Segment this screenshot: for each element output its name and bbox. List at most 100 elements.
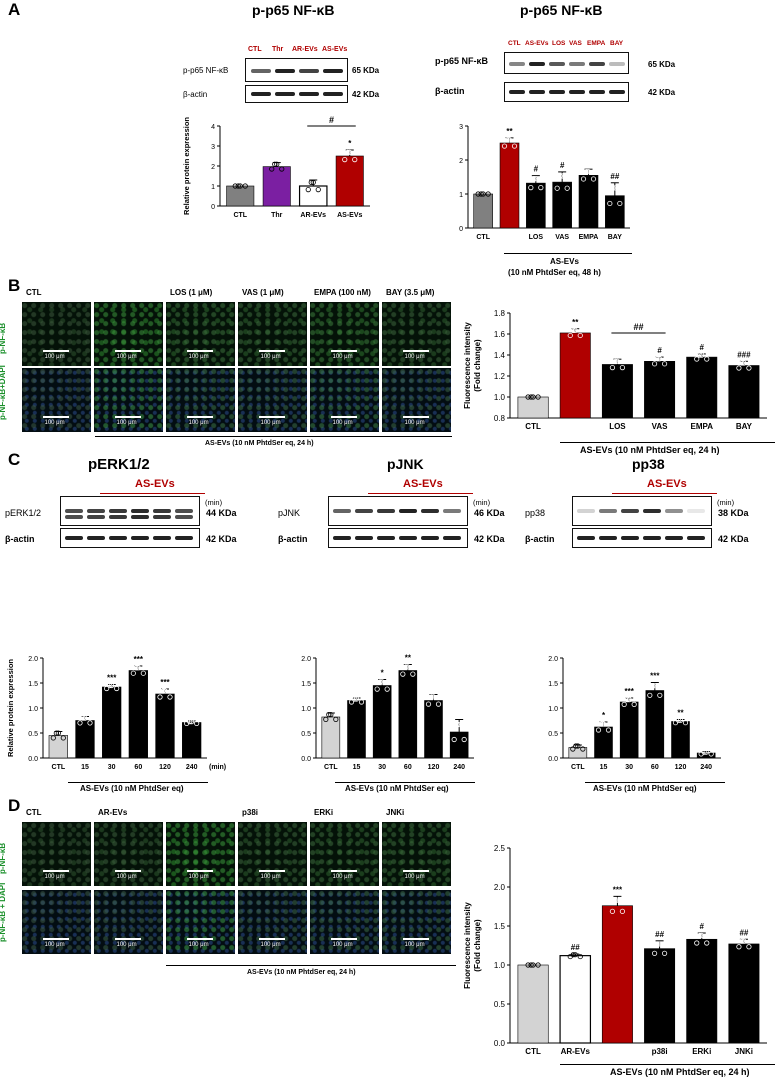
scale-bar-label: 100 μm: [404, 942, 425, 948]
group-line: [100, 493, 205, 494]
data-point: [333, 716, 339, 723]
microscopy-image-pnfkb: 100 μm: [22, 302, 91, 366]
bar: [728, 943, 760, 1044]
x-tick-label: 30: [108, 764, 116, 771]
group-label: AS-EVs (10 nM PhtdSer eq, 24 h): [247, 969, 356, 976]
data-point: [619, 364, 626, 371]
x-tick-label: CTL: [476, 234, 490, 241]
data-point: [77, 720, 83, 726]
data-point: [232, 183, 238, 189]
min-label: (min): [717, 498, 735, 507]
scale-bar: [114, 938, 141, 940]
y-axis-label: Relative protein expression: [6, 659, 15, 757]
data-point: [405, 664, 411, 670]
y-tick-label: 1.5: [494, 922, 506, 931]
data-point: [528, 962, 534, 968]
bar: [517, 964, 549, 1044]
microscopy-image-pnfkb: 100 μm: [310, 822, 379, 886]
y-tick-label: 1.2: [494, 372, 506, 381]
significance-label: ***: [613, 885, 623, 894]
data-point: [703, 749, 709, 755]
data-point: [525, 394, 531, 400]
scale-bar: [258, 350, 285, 352]
blot-row-label: pJNK: [278, 508, 301, 518]
bar: [728, 365, 760, 419]
microscopy-image-pnfkb: 100 μm: [238, 302, 307, 366]
x-tick-label: 240: [453, 764, 465, 771]
data-point: [647, 692, 653, 698]
bracket-label: #: [329, 115, 334, 125]
y-tick-label: 0.0: [28, 756, 38, 763]
x-tick-label: 240: [700, 764, 712, 771]
significance-label: **: [405, 654, 412, 663]
y-tick-label: 0.5: [494, 1000, 506, 1009]
data-point: [160, 688, 166, 694]
lane-label: AS-EVs: [322, 46, 348, 53]
x-tick-label: 15: [81, 764, 89, 771]
data-point: [55, 730, 61, 736]
data-point: [704, 356, 710, 362]
scale-bar: [114, 870, 141, 872]
data-point: [697, 352, 703, 358]
chart-perk: 0.0 0.5 1.0 1.5 2.0 Relative protein expressi…: [6, 655, 226, 771]
group-label: AS-EVs (10 nM PhtdSer eq): [593, 784, 697, 793]
data-point: [80, 715, 86, 721]
significance-label: ##: [739, 928, 748, 937]
data-point: [699, 352, 705, 358]
group-label: (10 nM PhtdSer eq, 48 h): [508, 268, 601, 277]
data-point: [353, 696, 360, 702]
bar: [645, 690, 665, 759]
data-point: [53, 730, 59, 736]
data-point: [162, 688, 168, 694]
scale-bar-label: 100 μm: [260, 942, 281, 948]
data-point: [610, 185, 616, 191]
scale-bar-label: 100 μm: [44, 874, 65, 880]
bar: [298, 185, 328, 207]
data-point: [575, 743, 581, 749]
scale-bar: [402, 416, 429, 418]
group-line: [95, 436, 452, 437]
data-point: [87, 720, 93, 726]
x-tick-label: CTL: [233, 212, 247, 219]
data-point: [347, 149, 353, 156]
x-tick-label: AR-EVs: [300, 212, 326, 219]
data-point: [573, 743, 579, 749]
bar: [619, 701, 639, 759]
group-label: AS-EVs: [550, 257, 579, 266]
x-tick-label: BAY: [736, 422, 753, 431]
min-label: (min): [205, 498, 223, 507]
blot-row-label: β-actin: [435, 86, 465, 96]
data-point: [580, 746, 586, 752]
kda-label: 65 KDa: [352, 66, 380, 75]
western-blot-phospho: [328, 496, 468, 526]
image-row-label: p-NF-κB+DAPI: [0, 365, 7, 420]
data-point: [308, 179, 314, 186]
data-point: [605, 727, 612, 733]
data-point: [567, 332, 573, 339]
image-column-label: CTL: [26, 288, 42, 297]
bar: [601, 364, 633, 419]
y-tick-label: 1.0: [548, 706, 558, 713]
lane-label: CTL: [508, 40, 521, 47]
x-tick-label: 120: [428, 764, 440, 771]
data-point: [607, 200, 613, 207]
lane-label: VAS: [569, 40, 582, 47]
scale-bar: [42, 350, 69, 352]
y-tick-label: 1.8: [494, 309, 506, 318]
data-point: [478, 191, 484, 197]
microscopy-image-pnfkb: 100 μm: [238, 822, 307, 886]
data-point: [82, 715, 88, 721]
y-tick-label: 2: [211, 164, 215, 171]
y-tick-label: 0.5: [301, 731, 311, 738]
x-tick-label: 30: [378, 764, 386, 771]
microscopy-image-pnfkb: 100 μm: [22, 822, 91, 886]
blot-title: pERK1/2: [88, 456, 150, 473]
significance-label: ##: [655, 930, 664, 939]
data-point: [403, 664, 409, 670]
x-tick-label: LOS: [609, 422, 626, 431]
microscopy-image-merge: 100 μm: [94, 890, 163, 954]
blot-title: pp38: [632, 456, 665, 472]
significance-label: #: [534, 165, 539, 174]
data-point: [461, 736, 467, 743]
data-point: [739, 938, 745, 944]
